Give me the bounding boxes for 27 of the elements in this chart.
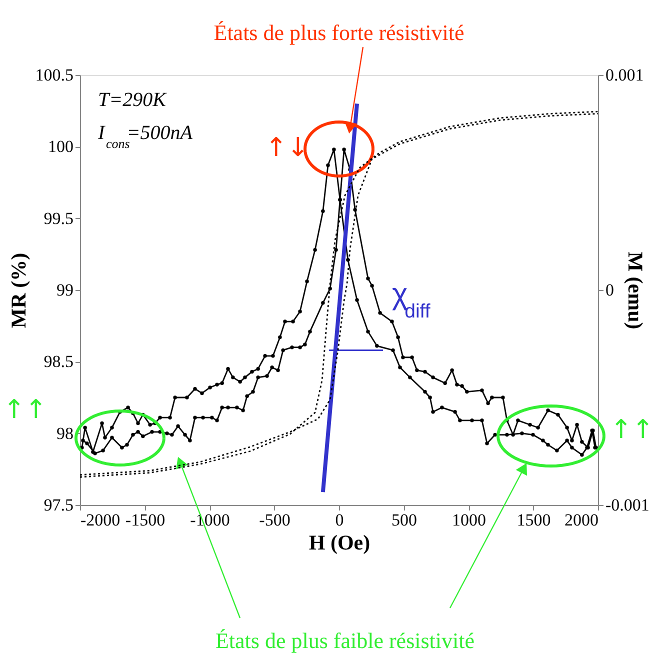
y-tick-label: 97.5 xyxy=(44,496,74,514)
x-tick-label: -2000 xyxy=(80,510,120,530)
x-tick-label: -1500 xyxy=(125,510,166,530)
y-tick-label: 99.5 xyxy=(44,208,74,228)
text: ↑↑ xyxy=(610,415,654,445)
x-tick-label: 0 xyxy=(335,510,344,530)
x-tick-label: 1500 xyxy=(516,510,551,530)
y-tick-label: 99 xyxy=(56,280,74,300)
annotation: T=290K xyxy=(98,89,168,111)
y2-axis-title: M (emu) xyxy=(624,252,648,330)
y-tick-label: 100 xyxy=(48,137,74,156)
annotation: États de plus faible résistivité xyxy=(215,628,475,653)
x-tick-label: 2000 xyxy=(564,510,598,530)
y-tick-label: 98.5 xyxy=(44,352,74,372)
y-tick-label: 98 xyxy=(56,424,74,443)
y2-tick-label: 0 xyxy=(606,280,614,300)
annotation: ↑↓ xyxy=(265,133,309,163)
x-tick-label: -500 xyxy=(259,510,290,530)
y-axis-title: MR (%) xyxy=(6,252,30,328)
annotation: États de plus forte résistivité xyxy=(214,20,464,45)
y-tick-label: 100.5 xyxy=(35,66,74,84)
y2-tick-label: -0.001 xyxy=(606,496,650,514)
text: ↑↑ xyxy=(3,395,47,425)
x-tick-label: 1000 xyxy=(452,510,486,530)
x-axis-title: H (Oe) xyxy=(308,530,370,554)
y2-tick-label: 0.001 xyxy=(606,66,644,84)
x-tick-label: 500 xyxy=(392,510,417,530)
